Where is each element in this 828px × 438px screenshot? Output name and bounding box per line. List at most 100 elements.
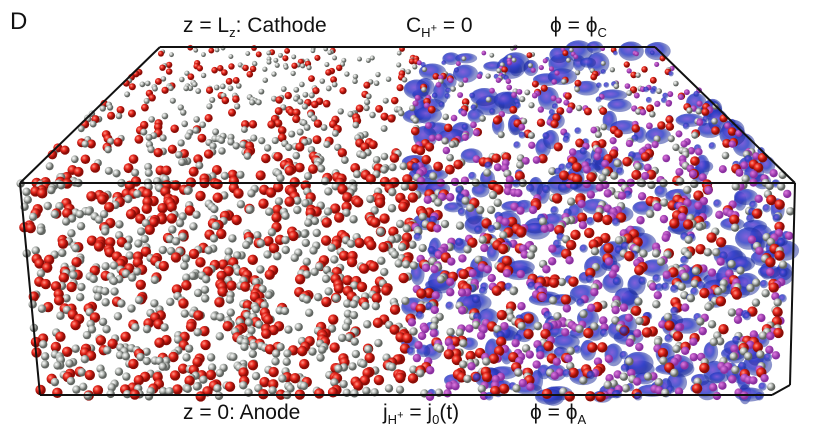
- hydrogen-atom: [192, 210, 201, 219]
- hydrogen-atom: [370, 206, 379, 215]
- hydrogen-atom: [242, 240, 251, 250]
- oxygen-atom: [346, 256, 358, 268]
- oxygen-atom: [690, 156, 700, 166]
- hydrogen-atom: [466, 203, 475, 213]
- hydrogen-atom: [217, 136, 226, 145]
- oxygen-atom: [590, 73, 598, 81]
- charge-density-blob: [431, 92, 438, 99]
- hydrogen-atom: [195, 88, 202, 95]
- hydronium-atom: [431, 291, 440, 300]
- hydrogen-atom: [514, 368, 523, 377]
- hydrogen-atom: [201, 294, 210, 303]
- hydrogen-atom: [232, 142, 240, 150]
- hydrogen-atom: [548, 296, 558, 305]
- hydrogen-atom: [715, 337, 725, 346]
- oxygen-atom: [558, 170, 570, 181]
- hydronium-atom: [532, 156, 541, 164]
- oxygen-atom: [631, 124, 641, 133]
- hydrogen-atom: [569, 47, 574, 53]
- hydronium-atom: [468, 269, 477, 278]
- hydrogen-atom: [175, 218, 185, 228]
- hydronium-atom: [582, 165, 592, 174]
- hydrogen-atom: [236, 170, 245, 179]
- hydrogen-atom: [727, 308, 737, 317]
- oxygen-atom: [329, 342, 340, 353]
- oxygen-atom: [170, 124, 179, 134]
- hydrogen-atom: [187, 85, 194, 92]
- oxygen-atom: [766, 194, 777, 206]
- hydrogen-atom: [369, 111, 376, 119]
- hydronium-atom: [457, 92, 464, 99]
- oxygen-atom: [691, 383, 703, 394]
- oxygen-atom: [92, 385, 104, 396]
- hydrogen-atom: [455, 221, 465, 230]
- oxygen-atom: [166, 201, 177, 213]
- hydrogen-atom: [278, 374, 287, 383]
- hydrogen-atom: [294, 322, 303, 332]
- oxygen-atom: [595, 391, 606, 403]
- charge-density-blob: [612, 276, 622, 286]
- hydrogen-atom: [314, 293, 323, 302]
- oxygen-atom: [410, 126, 420, 136]
- hydrogen-atom: [327, 50, 333, 56]
- hydrogen-atom: [271, 357, 280, 366]
- hydrogen-atom: [110, 287, 119, 296]
- hydrogen-atom: [133, 189, 142, 199]
- charge-density-blob: [420, 62, 426, 68]
- hydronium-atom: [551, 79, 558, 85]
- hydrogen-atom: [325, 85, 332, 92]
- hydrogen-atom: [131, 168, 140, 177]
- oxygen-atom: [222, 320, 233, 332]
- hydrogen-atom: [365, 57, 371, 63]
- hydronium-atom: [548, 66, 555, 72]
- oxygen-atom: [342, 192, 353, 203]
- oxygen-atom: [370, 217, 381, 228]
- charge-density-blob: [643, 86, 650, 93]
- hydrogen-atom: [115, 220, 124, 229]
- oxygen-atom: [231, 214, 242, 226]
- hydrogen-atom: [144, 162, 153, 171]
- hydrogen-atom: [575, 324, 584, 334]
- hydronium-atom: [564, 354, 573, 363]
- hydrogen-atom: [296, 128, 304, 136]
- hydrogen-atom: [244, 318, 254, 327]
- charge-density-blob: [613, 50, 618, 56]
- hydronium-atom: [593, 152, 602, 161]
- charge-density-blob: [542, 184, 551, 194]
- hydronium-atom: [674, 323, 684, 332]
- hydronium-atom: [665, 100, 672, 107]
- hydronium-atom: [445, 277, 455, 287]
- hydrogen-atom: [409, 261, 419, 270]
- hydrogen-atom: [213, 84, 220, 91]
- oxygen-atom: [277, 126, 287, 135]
- oxygen-atom: [103, 201, 115, 213]
- hydronium-atom: [599, 316, 608, 325]
- hydrogen-atom: [647, 180, 656, 190]
- oxygen-atom: [167, 144, 178, 154]
- hydrogen-atom: [67, 229, 76, 238]
- oxygen-atom: [657, 347, 669, 359]
- hydrogen-atom: [533, 321, 543, 331]
- hydrogen-atom: [81, 140, 89, 148]
- oxygen-atom: [284, 196, 295, 207]
- hydrogen-atom: [229, 352, 238, 362]
- hydronium-atom: [699, 196, 709, 206]
- hydronium-atom: [429, 329, 439, 338]
- hydronium-atom: [674, 387, 684, 396]
- charge-density-blob: [485, 392, 494, 401]
- hydrogen-atom: [183, 186, 193, 196]
- oxygen-atom: [509, 105, 518, 114]
- oxygen-atom: [614, 129, 623, 138]
- hydrogen-atom: [396, 50, 402, 56]
- hydrogen-atom: [72, 385, 81, 394]
- hydrogen-atom: [258, 137, 266, 145]
- hydrogen-atom: [695, 222, 704, 231]
- hydrogen-atom: [39, 340, 48, 349]
- hydronium-atom: [730, 344, 739, 353]
- hydrogen-atom: [267, 228, 277, 237]
- hydrogen-atom: [61, 217, 71, 226]
- hydronium-atom: [683, 198, 692, 208]
- oxygen-atom: [255, 170, 266, 181]
- oxygen-atom: [433, 161, 444, 172]
- charge-density-blob: [662, 92, 669, 99]
